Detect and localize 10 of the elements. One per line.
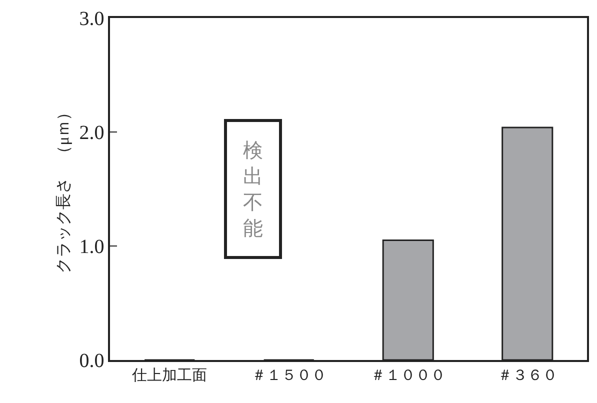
y-tick-label: 2.0 (79, 122, 104, 144)
x-tick-label: 仕上加工面 (131, 366, 208, 384)
x-tick-label: ＃３６０ (497, 368, 558, 384)
y-tick-label: 1.0 (79, 236, 104, 258)
y-tick-label: 3.0 (79, 8, 104, 30)
x-tick-label: ＃１０００ (370, 368, 446, 384)
y-tick-label: 0.0 (79, 350, 104, 372)
x-tick-label: ＃１５００ (251, 368, 326, 384)
annotation: 検出不能 (243, 138, 263, 240)
y-axis-title: クラック長さ （μｍ） (56, 104, 73, 274)
